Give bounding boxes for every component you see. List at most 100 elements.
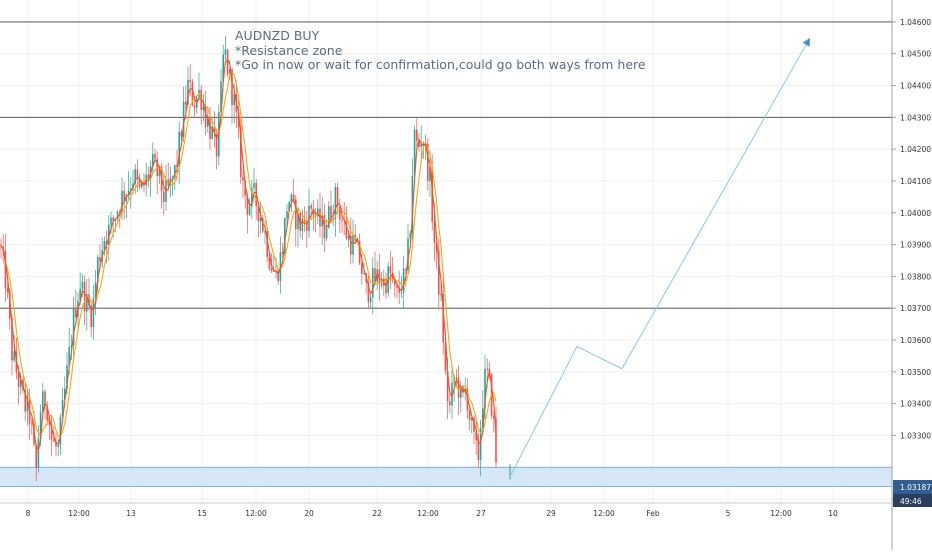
y-tick-label: 1.04400 xyxy=(900,82,931,91)
candle-body xyxy=(90,305,92,328)
x-tick-label: 8 xyxy=(26,509,31,518)
candle-body xyxy=(88,294,90,306)
candle-body xyxy=(273,270,275,272)
candle-body xyxy=(103,241,106,251)
candle-body xyxy=(376,269,378,282)
candle-body xyxy=(442,294,444,343)
support-zone xyxy=(0,466,892,487)
x-tick-label: 15 xyxy=(197,509,207,518)
price-badges: 1.03187 49:46 xyxy=(893,480,932,507)
candle-body xyxy=(411,175,414,234)
candle-body xyxy=(233,94,235,106)
candle-body xyxy=(154,153,156,159)
candle-body xyxy=(286,211,288,218)
candle-body xyxy=(306,221,308,231)
current-price-label: 1.03187 xyxy=(900,483,931,492)
candle-body xyxy=(50,424,53,440)
candle-body xyxy=(35,444,37,468)
candle-body xyxy=(420,143,422,147)
candle-body xyxy=(363,273,365,275)
candle-body xyxy=(152,153,154,167)
candle-body xyxy=(11,318,13,361)
candle-body xyxy=(185,101,187,105)
candle-body xyxy=(253,183,255,189)
y-tick-label: 1.04300 xyxy=(900,113,931,122)
candle-body xyxy=(187,79,189,105)
candle-body xyxy=(297,213,299,230)
candle-body xyxy=(202,106,205,111)
candle-body xyxy=(42,391,44,413)
candle-body xyxy=(55,441,57,447)
candle-body xyxy=(237,112,240,127)
candle-body xyxy=(262,217,264,232)
countdown-label: 49:46 xyxy=(900,497,922,506)
candle-body xyxy=(444,342,447,371)
annotation-text: AUDNZD BUY *Resistance zone *Go in now o… xyxy=(235,28,646,72)
candle-body xyxy=(290,194,293,203)
candle-body xyxy=(405,268,407,270)
candle-body xyxy=(317,208,319,217)
candle-body xyxy=(339,206,341,220)
x-tick-label: 5 xyxy=(726,509,731,518)
candle-body xyxy=(460,386,462,398)
candle-body xyxy=(24,390,26,412)
candle-body xyxy=(114,218,117,221)
y-tick-label: 1.03400 xyxy=(900,400,931,409)
candle-body xyxy=(44,391,46,407)
candle-body xyxy=(391,273,394,281)
candle-body xyxy=(350,236,352,255)
x-tick-label: 12:00 xyxy=(417,509,439,518)
countdown-badge xyxy=(893,494,932,507)
candle-body xyxy=(130,188,132,191)
candle-body xyxy=(86,294,88,312)
candle-body xyxy=(418,140,420,147)
candle-body xyxy=(449,401,451,406)
x-tick-label: 10 xyxy=(828,509,838,518)
candle-body xyxy=(479,427,482,461)
candle-body xyxy=(347,236,350,239)
candle-body xyxy=(396,284,398,288)
candle-body xyxy=(486,368,488,370)
candle-body xyxy=(413,129,416,176)
candle-body xyxy=(64,388,66,400)
candle-body xyxy=(440,294,442,296)
candle-body xyxy=(158,166,161,177)
projection-line xyxy=(509,37,811,478)
candle-body xyxy=(222,54,224,82)
candle-body xyxy=(105,241,108,246)
candle-body xyxy=(341,219,343,221)
y-tick-label: 1.04600 xyxy=(900,18,931,27)
candle-body xyxy=(435,242,438,251)
candle-body xyxy=(477,439,480,461)
candle-body xyxy=(462,386,464,393)
candle-body xyxy=(288,202,290,212)
candle-body xyxy=(446,370,449,402)
candle-body xyxy=(121,190,123,214)
candle-body xyxy=(59,417,62,445)
candle-body xyxy=(248,206,251,215)
x-tick-label: 27 xyxy=(476,509,486,518)
candle-body xyxy=(493,416,495,419)
moving-average-fast xyxy=(0,58,497,453)
annotation-line-1: *Resistance zone xyxy=(235,43,343,58)
candle-body xyxy=(369,297,372,303)
candle-body xyxy=(328,206,330,228)
candle-body xyxy=(475,431,477,440)
candle-body xyxy=(330,206,332,221)
candle-body xyxy=(66,365,68,389)
candle-body xyxy=(266,231,268,257)
candle-body xyxy=(422,143,425,146)
candle-body xyxy=(295,199,297,230)
candle-body xyxy=(4,250,7,289)
candle-body xyxy=(332,218,334,221)
candle-body xyxy=(112,217,114,221)
candle-body xyxy=(345,220,348,239)
y-tick-label: 1.03500 xyxy=(900,368,931,377)
candle-body xyxy=(0,244,2,247)
candle-body xyxy=(310,205,312,209)
candle-body xyxy=(99,257,101,262)
candle-body xyxy=(215,132,218,157)
candle-body xyxy=(57,444,59,447)
candle-body xyxy=(79,288,81,301)
candle-body xyxy=(94,282,97,298)
